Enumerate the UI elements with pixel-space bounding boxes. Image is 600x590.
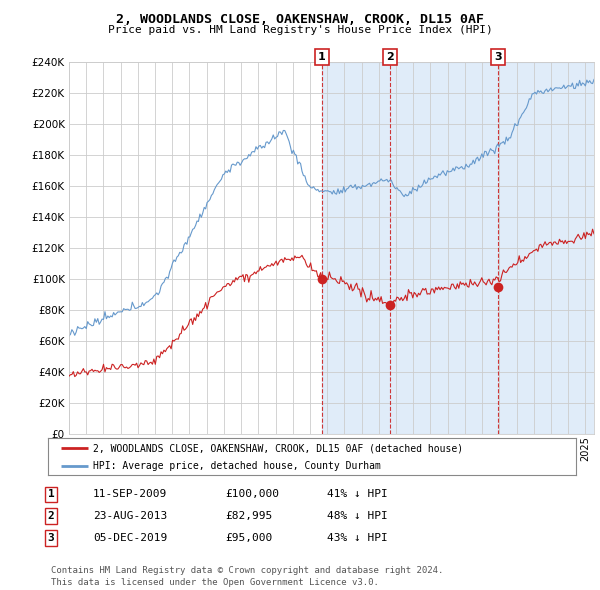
Bar	[322, 62, 600, 434]
Text: 2, WOODLANDS CLOSE, OAKENSHAW, CROOK, DL15 0AF: 2, WOODLANDS CLOSE, OAKENSHAW, CROOK, DL…	[116, 13, 484, 26]
Text: 3: 3	[494, 52, 502, 62]
Text: 3: 3	[47, 533, 55, 543]
Text: £95,000: £95,000	[225, 533, 272, 543]
Text: 48% ↓ HPI: 48% ↓ HPI	[327, 512, 388, 521]
Text: 2, WOODLANDS CLOSE, OAKENSHAW, CROOK, DL15 0AF (detached house): 2, WOODLANDS CLOSE, OAKENSHAW, CROOK, DL…	[93, 443, 463, 453]
Text: 41% ↓ HPI: 41% ↓ HPI	[327, 490, 388, 499]
Text: 11-SEP-2009: 11-SEP-2009	[93, 490, 167, 499]
Text: £100,000: £100,000	[225, 490, 279, 499]
Text: Price paid vs. HM Land Registry's House Price Index (HPI): Price paid vs. HM Land Registry's House …	[107, 25, 493, 35]
Text: HPI: Average price, detached house, County Durham: HPI: Average price, detached house, Coun…	[93, 461, 381, 471]
Text: 2: 2	[386, 52, 394, 62]
Text: 1: 1	[318, 52, 326, 62]
Text: Contains HM Land Registry data © Crown copyright and database right 2024.
This d: Contains HM Land Registry data © Crown c…	[51, 566, 443, 587]
Text: 2: 2	[47, 512, 55, 521]
Text: 23-AUG-2013: 23-AUG-2013	[93, 512, 167, 521]
Text: £82,995: £82,995	[225, 512, 272, 521]
Text: 43% ↓ HPI: 43% ↓ HPI	[327, 533, 388, 543]
Text: 05-DEC-2019: 05-DEC-2019	[93, 533, 167, 543]
Text: 1: 1	[47, 490, 55, 499]
